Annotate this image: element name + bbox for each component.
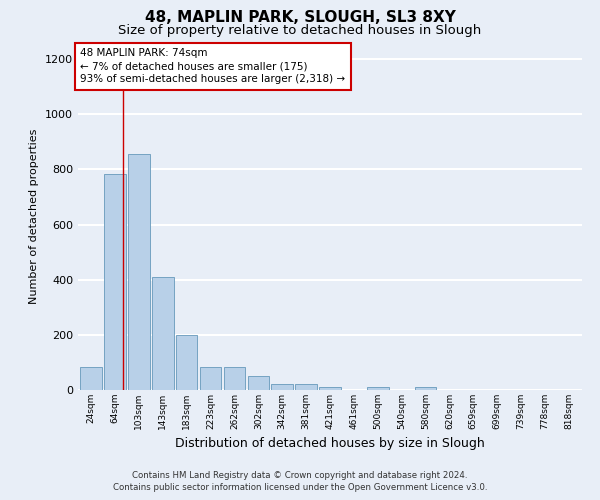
Bar — [152, 277, 173, 390]
Bar — [224, 366, 245, 390]
Bar — [367, 387, 389, 390]
X-axis label: Distribution of detached houses by size in Slough: Distribution of detached houses by size … — [175, 438, 485, 450]
Bar — [176, 335, 197, 390]
Bar — [80, 366, 102, 390]
Bar — [319, 387, 341, 390]
Text: Contains HM Land Registry data © Crown copyright and database right 2024.
Contai: Contains HM Land Registry data © Crown c… — [113, 471, 487, 492]
Bar — [271, 384, 293, 390]
Bar — [200, 366, 221, 390]
Bar — [248, 376, 269, 390]
Bar — [128, 154, 149, 390]
Bar — [295, 384, 317, 390]
Text: 48 MAPLIN PARK: 74sqm
← 7% of detached houses are smaller (175)
93% of semi-deta: 48 MAPLIN PARK: 74sqm ← 7% of detached h… — [80, 48, 346, 84]
Bar — [415, 387, 436, 390]
Bar — [104, 174, 126, 390]
Y-axis label: Number of detached properties: Number of detached properties — [29, 128, 40, 304]
Text: Size of property relative to detached houses in Slough: Size of property relative to detached ho… — [118, 24, 482, 37]
Text: 48, MAPLIN PARK, SLOUGH, SL3 8XY: 48, MAPLIN PARK, SLOUGH, SL3 8XY — [145, 10, 455, 25]
